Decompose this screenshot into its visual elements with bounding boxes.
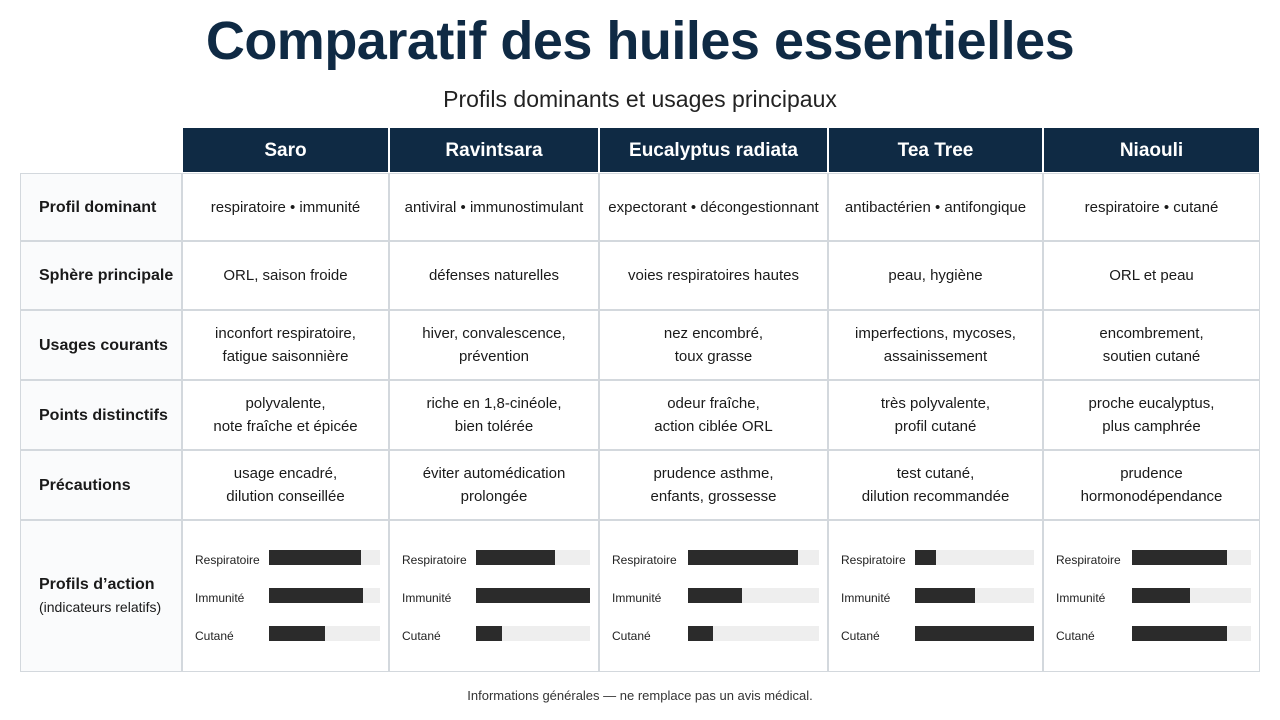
profile-cell: Respiratoire Immunité Cutané xyxy=(389,520,599,672)
profile-note: (indicateurs relatifs) xyxy=(39,599,162,615)
cell: voies respiratoires hautes xyxy=(599,241,828,310)
cell: prudence asthme, enfants, grossesse xyxy=(599,450,828,520)
bar-track xyxy=(1132,588,1251,603)
row-label: Usages courants xyxy=(20,310,182,380)
bar xyxy=(915,626,1034,641)
row-label: Sphère principale xyxy=(20,241,182,310)
bar xyxy=(915,550,937,565)
bar-track xyxy=(915,550,1034,565)
bar xyxy=(1132,588,1191,603)
row-label: Points distinctifs xyxy=(20,380,182,450)
bar xyxy=(476,626,503,641)
bar-track xyxy=(1132,550,1251,565)
cell: test cutané, dilution recommandée xyxy=(828,450,1043,520)
bar-track xyxy=(476,550,590,565)
indicator-label: Immunité xyxy=(402,591,452,605)
bar-track xyxy=(476,626,590,641)
cell: éviter automédication prolongée xyxy=(389,450,599,520)
footer: Informations générales — ne remplace pas… xyxy=(467,688,813,703)
bar xyxy=(915,588,975,603)
title: Comparatif des huiles essentielles xyxy=(205,11,1075,71)
cell: ORL et peau xyxy=(1043,241,1260,310)
row-label: Profils d’action (indicateurs relatifs) xyxy=(20,520,182,672)
bar xyxy=(688,550,799,565)
bar-track xyxy=(915,588,1034,603)
cell: expectorant • décongestionnant xyxy=(599,173,828,241)
bar xyxy=(269,626,325,641)
row-label: Précautions xyxy=(20,450,182,520)
indicator-label: Respiratoire xyxy=(195,553,260,567)
bar-track xyxy=(269,588,380,603)
cell: imperfections, mycoses, assainissement xyxy=(828,310,1043,380)
indicator-label: Respiratoire xyxy=(1056,553,1121,567)
indicator-label: Cutané xyxy=(841,629,880,643)
bar-track xyxy=(688,626,819,641)
cell: antiviral • immunostimulant xyxy=(389,173,599,241)
profile-cell: Respiratoire Immunité Cutané xyxy=(1043,520,1260,672)
cell: inconfort respiratoire, fatigue saisonni… xyxy=(182,310,389,380)
column-header: Ravintsara xyxy=(389,127,599,173)
column-header: Niaouli xyxy=(1043,127,1260,173)
cell: respiratoire • cutané xyxy=(1043,173,1260,241)
column-header: Saro xyxy=(182,127,389,173)
indicator-label: Respiratoire xyxy=(402,553,467,567)
bar-track xyxy=(688,550,819,565)
cell: usage encadré, dilution conseillée xyxy=(182,450,389,520)
indicator-label: Immunité xyxy=(612,591,662,605)
label-group: Profils d’action (indicateurs relatifs) xyxy=(39,573,161,619)
cell: prudence hormonodépendance xyxy=(1043,450,1260,520)
column-header: Eucalyptus radiata xyxy=(599,127,828,173)
cell: respiratoire • immunité xyxy=(182,173,389,241)
indicator-label: Cutané xyxy=(195,629,234,643)
indicator-label: Cutané xyxy=(1056,629,1095,643)
bar xyxy=(688,626,713,641)
indicator-label: Immunité xyxy=(195,591,245,605)
bar xyxy=(476,550,555,565)
bar-track xyxy=(915,626,1034,641)
row-label: Profil dominant xyxy=(20,173,182,241)
cell: antibactérien • antifongique xyxy=(828,173,1043,241)
profile-label: Profils d’action xyxy=(39,576,155,593)
cell: polyvalente, note fraîche et épicée xyxy=(182,380,389,450)
bar xyxy=(269,550,362,565)
indicator-label: Respiratoire xyxy=(612,553,677,567)
indicator-label: Immunité xyxy=(841,591,891,605)
profile-cell: Respiratoire Immunité Cutané xyxy=(828,520,1043,672)
cell: nez encombré, toux grasse xyxy=(599,310,828,380)
bar xyxy=(269,588,364,603)
cell: proche eucalyptus, plus camphrée xyxy=(1043,380,1260,450)
profile-cell: Respiratoire Immunité Cutané xyxy=(182,520,389,672)
bar-track xyxy=(476,588,590,603)
cell: odeur fraîche, action ciblée ORL xyxy=(599,380,828,450)
cell: très polyvalente, profil cutané xyxy=(828,380,1043,450)
cell: encombrement, soutien cutané xyxy=(1043,310,1260,380)
indicator-label: Cutané xyxy=(612,629,651,643)
indicator-label: Respiratoire xyxy=(841,553,906,567)
indicator-label: Immunité xyxy=(1056,591,1106,605)
bar xyxy=(1132,550,1228,565)
cell: peau, hygiène xyxy=(828,241,1043,310)
bar xyxy=(476,588,590,603)
cell: hiver, convalescence, prévention xyxy=(389,310,599,380)
bar-track xyxy=(269,550,380,565)
bar xyxy=(688,588,742,603)
subtitle: Profils dominants et usages principaux xyxy=(443,86,837,112)
cell: ORL, saison froide xyxy=(182,241,389,310)
cell: défenses naturelles xyxy=(389,241,599,310)
bar-track xyxy=(1132,626,1251,641)
bar xyxy=(1132,626,1228,641)
bar-track xyxy=(688,588,819,603)
column-header: Tea Tree xyxy=(828,127,1043,173)
cell: riche en 1,8-cinéole, bien tolérée xyxy=(389,380,599,450)
bar-track xyxy=(269,626,380,641)
indicator-label: Cutané xyxy=(402,629,441,643)
profile-cell: Respiratoire Immunité Cutané xyxy=(599,520,828,672)
